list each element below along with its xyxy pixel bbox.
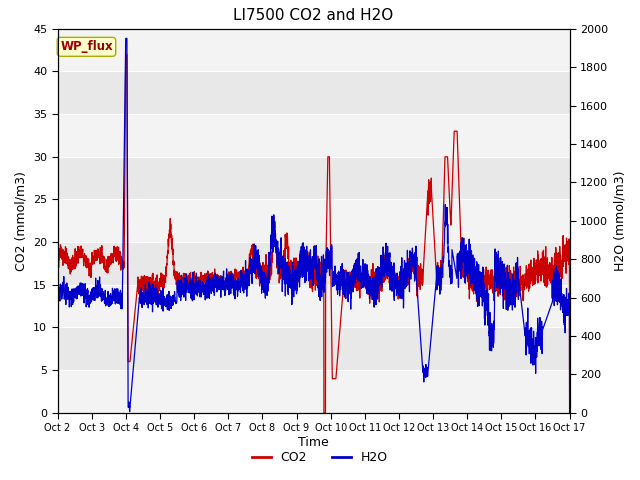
- Bar: [58, 29, 570, 72]
- Bar: [58, 370, 570, 413]
- Y-axis label: CO2 (mmol/m3): CO2 (mmol/m3): [15, 171, 28, 271]
- Text: WP_flux: WP_flux: [60, 40, 113, 53]
- Title: LI7500 CO2 and H2O: LI7500 CO2 and H2O: [234, 9, 394, 24]
- Bar: [58, 200, 570, 242]
- Bar: [58, 285, 570, 327]
- Y-axis label: H2O (mmol/m3): H2O (mmol/m3): [614, 170, 627, 271]
- X-axis label: Time: Time: [298, 436, 329, 449]
- Legend: CO2, H2O: CO2, H2O: [247, 446, 393, 469]
- Bar: [58, 114, 570, 157]
